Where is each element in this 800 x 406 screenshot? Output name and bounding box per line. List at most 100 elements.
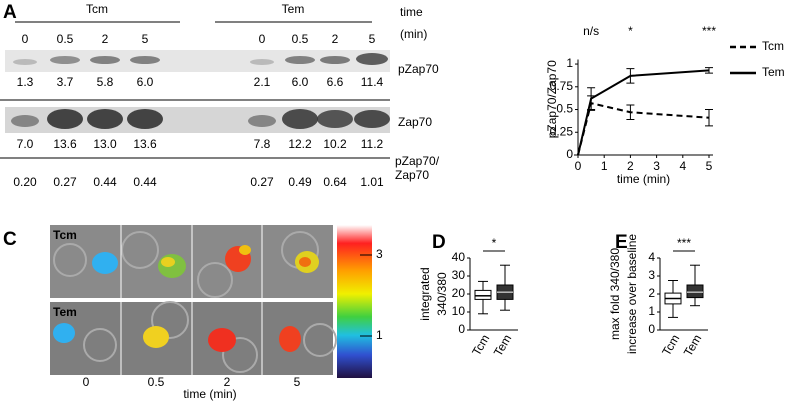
pzap70-value: 3.7 (57, 75, 74, 89)
ratio-value: 0.27 (53, 175, 77, 189)
y-axis-label: max fold 340/380 (608, 248, 622, 340)
y-tick-label: 30 (452, 268, 466, 282)
ratio-value: 0.20 (13, 175, 37, 189)
error-bar (626, 68, 635, 84)
x-tick-label: 0 (575, 159, 582, 173)
time-value: 0 (83, 375, 90, 389)
x-tick-label: Tcm (469, 332, 492, 358)
time-value: 0 (259, 32, 266, 46)
y-tick-label: 20 (452, 286, 466, 300)
colorbar-tick: 3 (376, 247, 383, 261)
annotation: *** (702, 24, 716, 38)
x-tick-label: Tem (491, 332, 514, 359)
ratio-value: 0.49 (288, 175, 312, 189)
zap70-value: 7.0 (17, 137, 34, 151)
zap70-value: 13.6 (53, 137, 77, 151)
pzap70-value: 6.0 (137, 75, 154, 89)
time-value: 0.5 (148, 375, 165, 389)
y-tick-label: 1 (648, 304, 655, 318)
annotation: *** (677, 236, 691, 250)
row-label: Tcm (53, 228, 77, 242)
y-axis-label: 340/380 (435, 272, 449, 316)
y-tick-label: 40 (452, 250, 466, 264)
x-tick-label: Tcm (659, 332, 682, 358)
annotation: * (628, 24, 633, 38)
blot-layout (0, 21, 390, 159)
row-label: pZap70 (398, 62, 439, 76)
x-tick-label: 2 (627, 159, 634, 173)
legend-label: Tem (762, 65, 785, 79)
y-axis-label: pZap70/Zap70 (545, 60, 559, 138)
group-label: Tcm (86, 2, 108, 16)
time-value: 5 (294, 375, 301, 389)
error-bar (587, 87, 596, 111)
annotation: * (492, 236, 497, 250)
series-line (577, 69, 710, 156)
ratio-value: 1.01 (360, 175, 384, 189)
ratio-value: 0.44 (93, 175, 117, 189)
box (686, 284, 704, 299)
y-tick-label: 0.5 (556, 102, 573, 116)
y-tick-label: 4 (648, 250, 655, 264)
error-bar (705, 109, 713, 127)
x-tick-label: Tem (681, 332, 704, 359)
row-label: Zap70 (395, 168, 429, 182)
box (474, 289, 492, 300)
y-tick-label: 0 (566, 147, 573, 161)
x-tick-label: 3 (653, 159, 660, 173)
error-bar (626, 104, 635, 121)
panel-letter: A (3, 2, 17, 23)
ratio-value: 0.64 (323, 175, 347, 189)
time-value: 2 (224, 375, 231, 389)
microscopy (50, 225, 372, 378)
x-axis-label: time (min) (617, 172, 670, 186)
annotation: n/s (583, 24, 599, 38)
x-tick-label: 5 (706, 159, 713, 173)
time-value: 0 (22, 32, 29, 46)
panel-letter: D (432, 232, 446, 253)
time-value: 0.5 (57, 32, 74, 46)
row-label: Zap70 (398, 115, 432, 129)
time-value: 5 (369, 32, 376, 46)
pzap70-value: 1.3 (17, 75, 34, 89)
y-tick-label: 2 (648, 286, 655, 300)
pzap70-value: 5.8 (97, 75, 114, 89)
series-line (577, 101, 710, 156)
pzap70-value: 6.6 (327, 75, 344, 89)
y-tick-label: 0.25 (550, 124, 574, 138)
time-unit: (min) (400, 27, 427, 41)
row-label: Tem (53, 305, 77, 319)
panel-letter: E (615, 232, 628, 253)
error-bar (705, 67, 713, 74)
pzap70-value: 11.4 (361, 75, 384, 89)
colorbar-tick: 1 (376, 328, 383, 342)
time-value: 2 (332, 32, 339, 46)
x-tick-label: 1 (601, 159, 608, 173)
row-label: pZap70/ (395, 154, 440, 168)
group-label: Tem (282, 2, 305, 16)
y-tick-label: 10 (452, 304, 466, 318)
time-value: 0.5 (292, 32, 309, 46)
pzap70-value: 6.0 (292, 75, 309, 89)
panel-letter: C (3, 229, 17, 250)
time-value: 5 (142, 32, 149, 46)
x-tick-label: 4 (679, 159, 686, 173)
x-axis-label: time (min) (183, 387, 236, 401)
zap70-value: 7.8 (254, 137, 271, 151)
y-tick-label: 0 (648, 322, 655, 336)
pzap70-value: 2.1 (254, 75, 271, 89)
time-value: 2 (102, 32, 109, 46)
y-axis-label: integrated (418, 267, 432, 320)
zap70-value: 10.2 (323, 137, 347, 151)
y-tick-label: 1 (566, 56, 573, 70)
ratio-value: 0.27 (250, 175, 274, 189)
legend-label: Tcm (762, 39, 784, 53)
ratio-value: 0.44 (133, 175, 157, 189)
zap70-value: 11.2 (361, 137, 384, 151)
time-label: time (400, 5, 423, 19)
y-tick-label: 0.75 (550, 79, 574, 93)
y-tick-label: 0 (458, 322, 465, 336)
zap70-value: 13.6 (133, 137, 157, 151)
zap70-value: 13.0 (93, 137, 117, 151)
